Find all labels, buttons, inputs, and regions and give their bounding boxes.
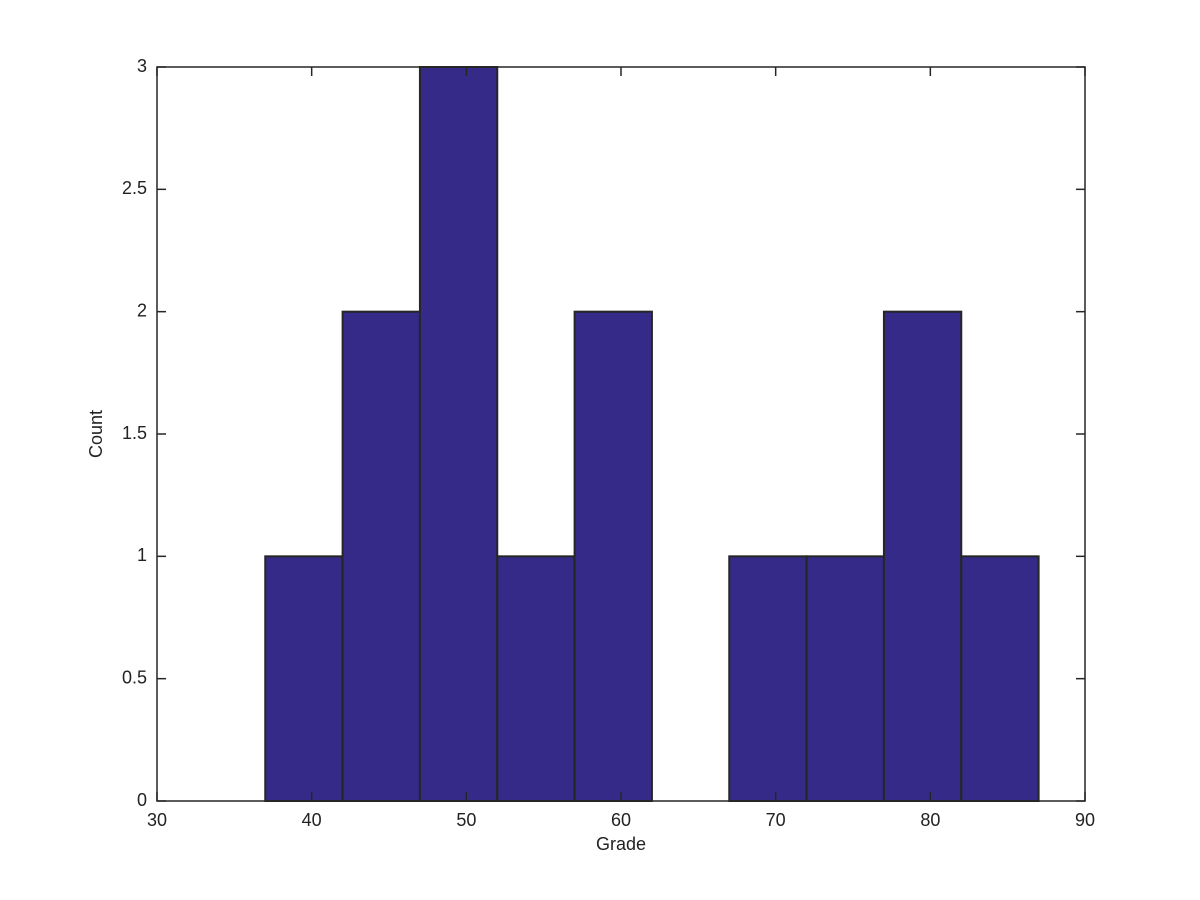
bar [341, 310, 421, 802]
x-tick-label: 60 [611, 810, 631, 830]
bar [882, 310, 963, 802]
x-tick-label: 90 [1075, 810, 1095, 830]
y-tick-label: 3 [137, 56, 147, 76]
y-tick-label: 1 [137, 545, 147, 565]
x-tick-label: 30 [147, 810, 167, 830]
x-tick-label: 50 [456, 810, 476, 830]
x-tick-label: 70 [766, 810, 786, 830]
y-axis-label: Count [86, 410, 106, 458]
x-tick-label: 40 [302, 810, 322, 830]
bar [805, 555, 885, 802]
y-tick-label: 0 [137, 790, 147, 810]
x-tick-label: 80 [920, 810, 940, 830]
y-tick-label: 0.5 [122, 667, 147, 687]
y-tick-label: 2 [137, 300, 147, 320]
x-axis-label: Grade [596, 834, 646, 854]
bar [418, 66, 499, 802]
bar [960, 555, 1040, 802]
bar [728, 555, 808, 802]
bar [573, 310, 653, 802]
y-tick-label: 1.5 [122, 423, 147, 443]
bar [264, 555, 344, 802]
bar [496, 555, 576, 802]
y-tick-label: 2.5 [122, 178, 147, 198]
